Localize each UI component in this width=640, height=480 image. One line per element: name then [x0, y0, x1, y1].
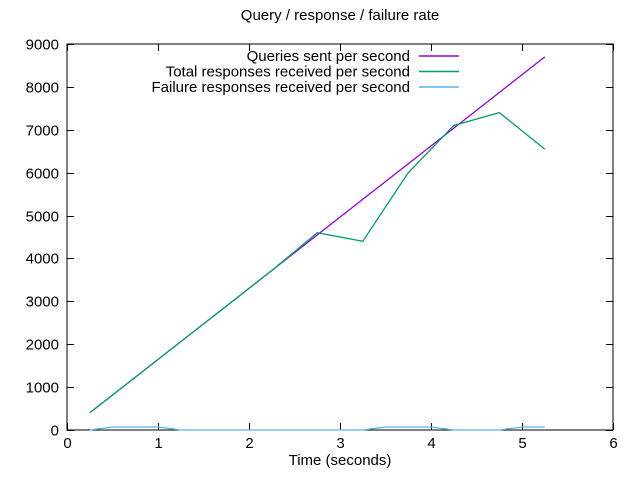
y-tick-label: 2000	[26, 337, 59, 354]
x-tick-label: 3	[336, 435, 344, 452]
y-tick-label: 3000	[26, 294, 59, 311]
y-tick-label: 9000	[26, 37, 59, 54]
legend-label: Failure responses received per second	[152, 79, 410, 96]
x-tick-label: 1	[154, 435, 162, 452]
series-line-2	[89, 426, 545, 431]
x-tick-label: 4	[427, 435, 435, 452]
y-tick-label: 1000	[26, 380, 59, 397]
legend-label: Total responses received per second	[166, 64, 410, 81]
series-line-1	[89, 111, 546, 414]
y-tick-label: 7000	[26, 123, 59, 140]
legend-label: Queries sent per second	[247, 48, 410, 65]
x-tick-label: 6	[609, 435, 617, 452]
y-tick-label: 0	[51, 423, 59, 440]
y-tick-label: 8000	[26, 80, 59, 97]
y-tick-label: 4000	[26, 251, 59, 268]
x-tick-label: 5	[518, 435, 526, 452]
chart-title: Query / response / failure rate	[240, 7, 440, 24]
x-tick-label: 0	[63, 435, 71, 452]
x-tick-label: 2	[245, 435, 253, 452]
y-tick-label: 6000	[26, 166, 59, 183]
y-tick-label: 5000	[26, 209, 59, 226]
x-axis-label: Time (seconds)	[288, 452, 392, 469]
